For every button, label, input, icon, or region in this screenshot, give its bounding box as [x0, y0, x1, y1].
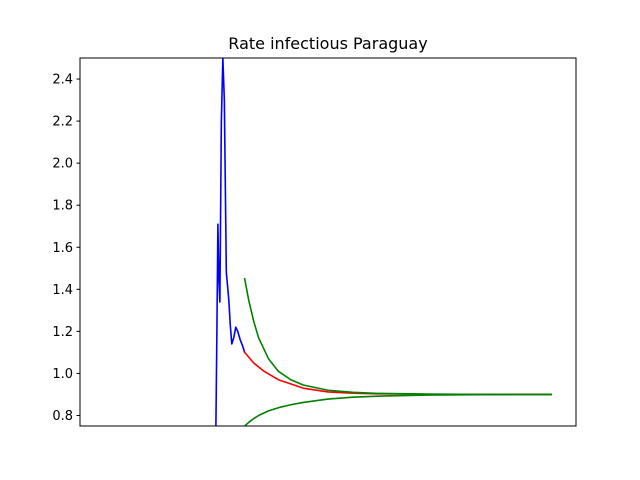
series-layer	[215, 58, 553, 426]
y-tick-label: 2.2	[52, 115, 73, 130]
y-tick-label: 2.0	[52, 157, 73, 172]
y-tick-label: 1.0	[52, 367, 73, 382]
y-axis: 0.8 1.0 1.2 1.4 1.6 1.8 2.0 2.2 2.4	[52, 73, 80, 424]
y-tick-label: 1.8	[52, 199, 73, 214]
y-tick-label: 1.2	[52, 325, 73, 340]
y-tick-label: 2.4	[52, 73, 73, 88]
y-tick-label: 1.6	[52, 241, 73, 256]
plot-area	[80, 58, 576, 426]
y-tick-label: 1.4	[52, 283, 73, 298]
plot-background	[80, 58, 576, 426]
chart-title: Rate infectious Paraguay	[228, 34, 427, 53]
series-line-0	[215, 58, 246, 426]
series-line-3	[243, 393, 553, 426]
plot-frame	[79, 57, 577, 427]
y-tick-label: 0.8	[52, 409, 73, 424]
